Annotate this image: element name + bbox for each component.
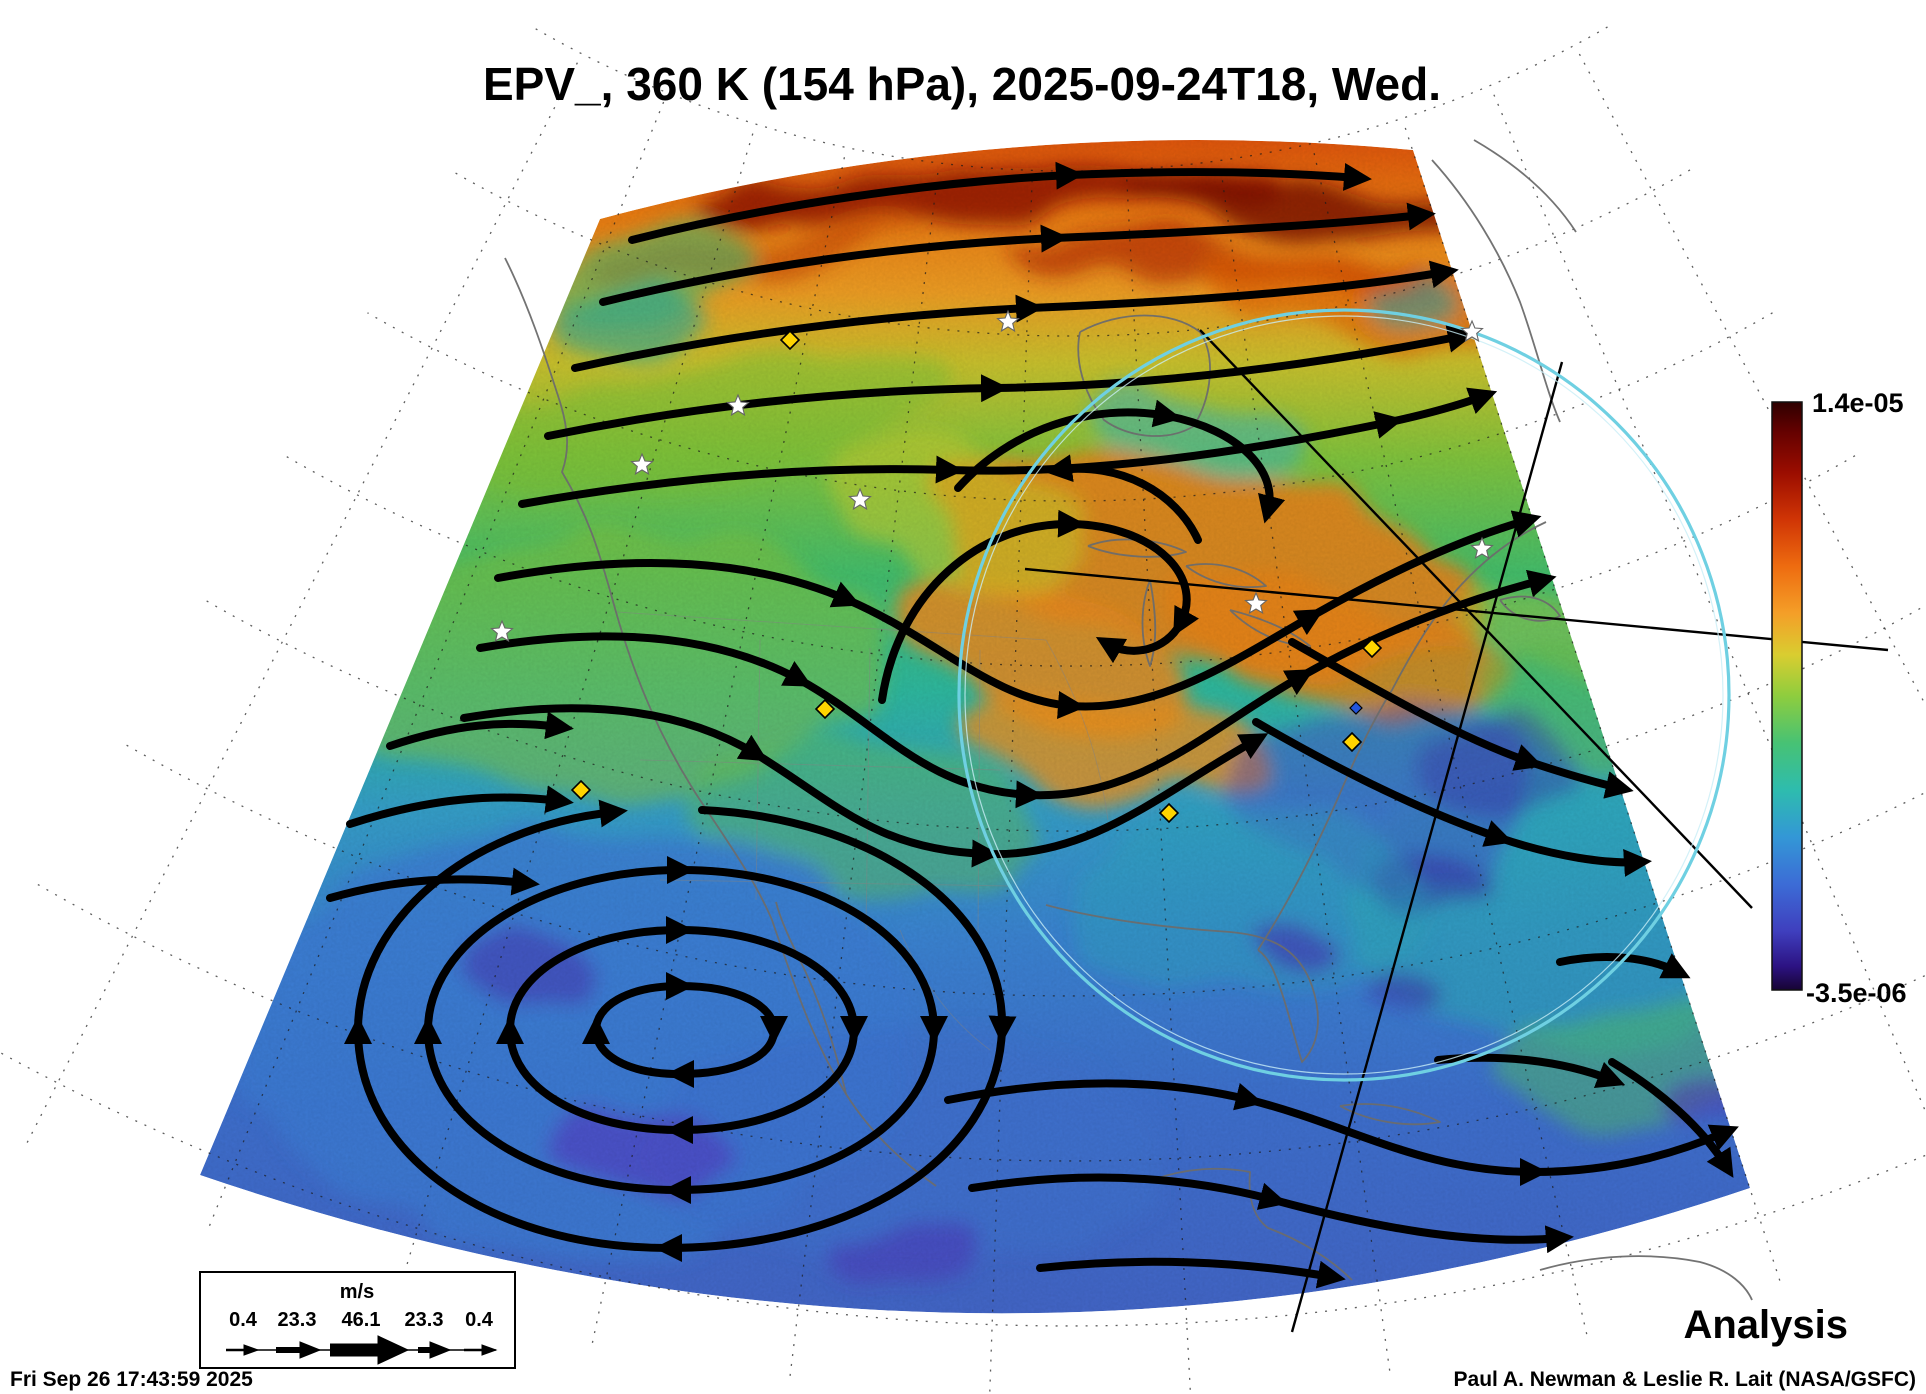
star-marker — [630, 452, 654, 476]
wind-speed-value-4: 23.3 — [405, 1309, 444, 1331]
blue-diamond-marker — [1349, 701, 1363, 715]
star-marker — [490, 619, 514, 643]
colorbar-min-label: -3.5e-06 — [1806, 978, 1907, 1008]
lat-lon-graticule — [0, 26, 1926, 1394]
diamond-marker — [1341, 731, 1363, 753]
wind-speed-value-1: 0.4 — [229, 1309, 258, 1331]
wind-streamlines — [326, 161, 1739, 1289]
analysis-label: Analysis — [1683, 1303, 1848, 1347]
wind-legend-unit: m/s — [340, 1281, 374, 1303]
star-marker — [848, 487, 872, 511]
colorbar-max-label: 1.4e-05 — [1812, 388, 1904, 418]
circle-and-chords-overlay — [957, 308, 1889, 1333]
diamond-marker — [570, 779, 592, 801]
figure-title: EPV_, 360 K (154 hPa), 2025-09-24T18, We… — [483, 58, 1441, 110]
star-marker — [1244, 591, 1268, 615]
diamond-marker — [814, 698, 836, 720]
wind-speed-value-2: 23.3 — [278, 1309, 317, 1331]
diamond-marker — [1361, 637, 1383, 659]
footer-timestamp: Fri Sep 26 17:43:59 2025 — [10, 1368, 253, 1391]
station-markers — [490, 309, 1494, 824]
star-marker — [1460, 319, 1484, 343]
colorbar — [1771, 401, 1803, 991]
star-marker — [1470, 536, 1494, 560]
wind-speed-value-5: 0.4 — [465, 1309, 494, 1331]
diamond-marker — [1158, 802, 1180, 824]
wind-scale-arrows — [226, 1335, 498, 1365]
star-marker — [726, 393, 750, 417]
cyan-circle-overlay — [957, 308, 1731, 1082]
diamond-marker — [779, 329, 801, 351]
star-marker — [996, 309, 1020, 333]
wind-scale-legend: m/s 0.4 23.3 46.1 23.3 0.4 — [199, 1271, 516, 1369]
wind-speed-value-3: 46.1 — [342, 1309, 381, 1331]
footer-credit: Paul A. Newman & Leslie R. Lait (NASA/GS… — [1454, 1368, 1916, 1391]
